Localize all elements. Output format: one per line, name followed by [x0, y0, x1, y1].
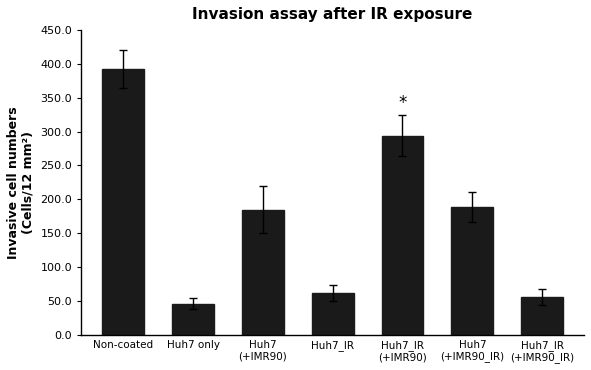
Y-axis label: Invasive cell numbers
(Cells/12 mm²): Invasive cell numbers (Cells/12 mm²) — [7, 106, 35, 259]
Bar — [452, 207, 493, 335]
Bar — [311, 293, 353, 335]
Bar — [382, 136, 423, 335]
Title: Invasion assay after IR exposure: Invasion assay after IR exposure — [193, 7, 473, 22]
Bar — [521, 297, 563, 335]
Text: *: * — [398, 94, 407, 112]
Bar — [172, 304, 214, 335]
Bar — [102, 69, 144, 335]
Bar — [242, 209, 284, 335]
